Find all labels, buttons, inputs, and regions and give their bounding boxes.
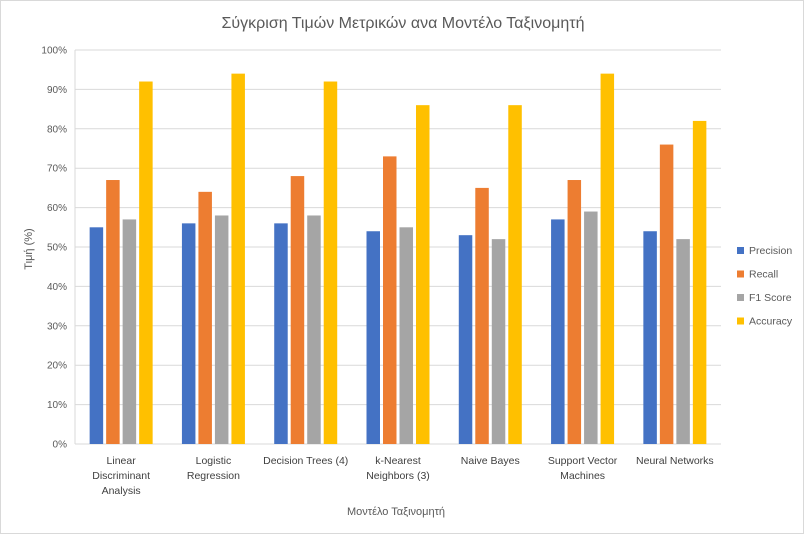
- bar-f1-score: [214, 215, 229, 444]
- bar-precision: [366, 231, 380, 444]
- gridlines: [74, 49, 721, 445]
- bar-recall: [198, 191, 212, 444]
- bar-precision: [89, 227, 104, 444]
- y-tick-label: 10%: [47, 400, 67, 411]
- bar-f1-score: [307, 215, 321, 444]
- bar-accuracy: [231, 73, 245, 444]
- legend-swatch: [737, 317, 744, 325]
- bar-recall: [106, 180, 120, 444]
- x-category-label: Decision Trees (4): [263, 455, 348, 467]
- y-tick-label: 80%: [47, 124, 67, 135]
- bar-f1-score: [584, 211, 598, 444]
- x-axis-categories: Linear Discriminant Analysis Logistic Regres…: [92, 455, 713, 497]
- bar-accuracy: [692, 120, 707, 445]
- bar-f1-score: [491, 239, 506, 444]
- bar-recall: [567, 180, 582, 444]
- x-category-label: k-Nearest Neighbors (3): [366, 455, 430, 482]
- legend-swatch: [737, 247, 744, 254]
- x-axis-title: Μοντέλο Ταξινομητή: [347, 506, 445, 518]
- y-axis-title: Τιμή (%): [23, 228, 35, 269]
- y-tick-label: 90%: [47, 85, 67, 96]
- y-tick-label: 40%: [47, 282, 67, 293]
- legend-label: F1 Score: [749, 292, 792, 304]
- bar-precision: [458, 235, 473, 444]
- bar-accuracy: [323, 81, 338, 445]
- bar-accuracy: [139, 81, 153, 445]
- bar-recall: [475, 187, 489, 444]
- y-tick-label: 50%: [47, 243, 67, 254]
- legend-swatch: [737, 270, 744, 278]
- x-category-label: Naive Bayes: [461, 455, 520, 467]
- bar-accuracy: [600, 73, 615, 444]
- y-tick-label: 30%: [47, 321, 67, 332]
- bar-precision: [181, 223, 196, 444]
- bar-recall: [659, 144, 674, 444]
- x-category-label: Support Vector Machines: [548, 455, 618, 482]
- y-axis-ticks: 0% 10% 20% 30% 40% 50% 60% 70% 80% 90% 100%: [41, 46, 67, 451]
- y-tick-label: 20%: [47, 361, 67, 372]
- bars: [89, 73, 707, 445]
- bar-f1-score: [399, 227, 413, 444]
- bar-recall: [383, 156, 397, 444]
- bar-recall: [290, 176, 305, 444]
- legend-swatch: [737, 294, 744, 301]
- legend: Precision Recall F1 Score Accuracy: [737, 245, 793, 328]
- y-tick-label: 70%: [47, 164, 67, 175]
- legend-label: Recall: [749, 269, 778, 281]
- bar-precision: [643, 231, 657, 444]
- chart-frame: Σύγκριση Τιμών Μετρικών ανα Μοντέλο Ταξι…: [0, 0, 804, 534]
- chart-title: Σύγκριση Τιμών Μετρικών ανα Μοντέλο Ταξι…: [222, 15, 585, 32]
- bar-f1-score: [676, 239, 690, 444]
- bar-f1-score: [122, 219, 137, 444]
- y-tick-label: 100%: [41, 46, 67, 57]
- x-category-label: Linear Discriminant Analysis: [92, 455, 150, 497]
- bar-accuracy: [416, 105, 430, 444]
- bar-precision: [551, 219, 565, 444]
- bar-chart: Σύγκριση Τιμών Μετρικών ανα Μοντέλο Ταξι…: [23, 15, 793, 518]
- legend-label: Accuracy: [749, 316, 793, 328]
- bar-accuracy: [508, 105, 522, 444]
- x-category-label: Logistic Regression: [187, 455, 240, 482]
- x-category-label: Neural Networks: [636, 455, 714, 467]
- bar-precision: [274, 223, 288, 444]
- y-tick-label: 0%: [53, 440, 68, 451]
- y-tick-label: 60%: [47, 203, 67, 214]
- legend-label: Precision: [749, 245, 792, 257]
